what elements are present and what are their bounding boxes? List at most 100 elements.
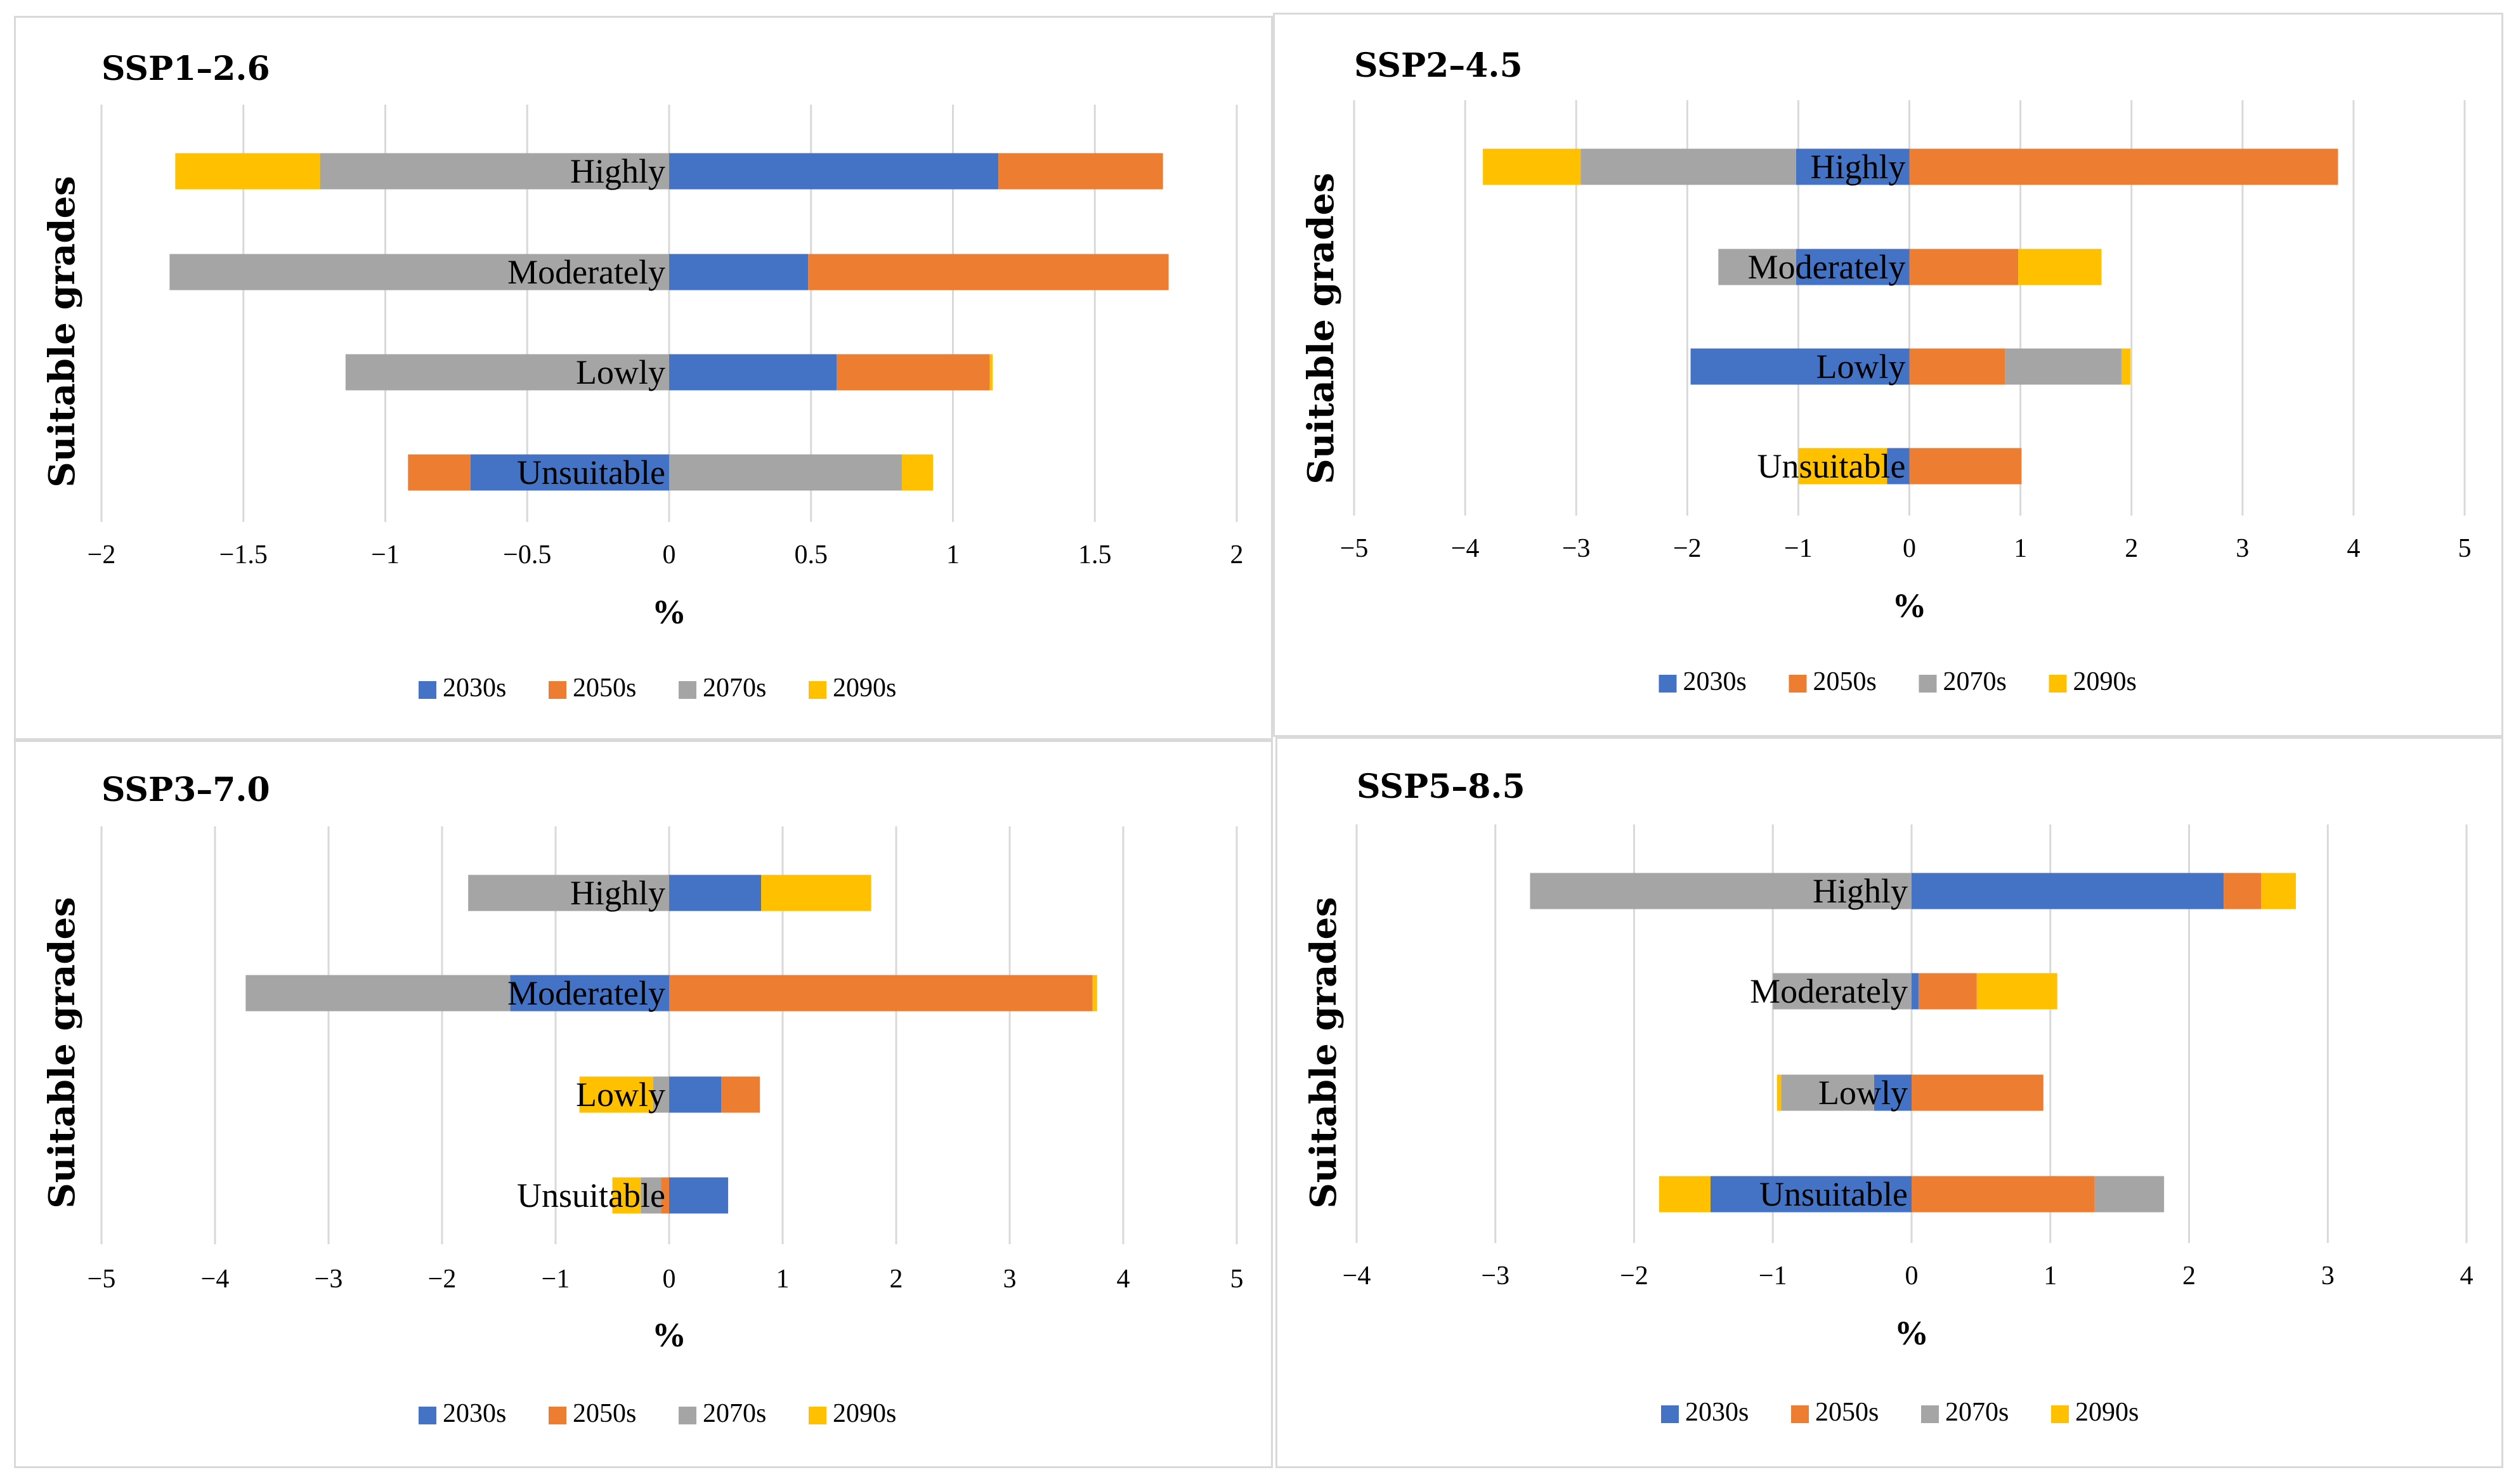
x-tick-label: 1: [946, 540, 960, 570]
bar-2090s-highly: [175, 153, 320, 190]
bar-2090s-lowly: [989, 354, 993, 391]
legend-label: 2050s: [573, 674, 636, 703]
bar-2090s-unsuitable: [612, 1177, 641, 1214]
legend-swatch-2030s: [419, 1407, 436, 1424]
bar-2050s-lowly: [837, 354, 990, 391]
bar-2090s-lowly: [579, 1076, 653, 1113]
bar-2030s-unsuitable: [669, 1177, 729, 1214]
bar-2090s-unsuitable: [901, 454, 934, 491]
chart-title: SSP2–4.5: [1354, 46, 1523, 85]
chart-panel-ssp1: SSP1–2.6 −2 −1.5 −1 −0.5 0 0.5 1 1.5 2 Highly Mode…: [14, 16, 1273, 740]
legend-label: 2090s: [833, 674, 896, 703]
category-label: Moderately: [507, 974, 665, 1012]
bar-2030s-moderately: [1796, 249, 1910, 285]
x-tick-label: 0: [663, 1265, 676, 1294]
x-tick-label: −5: [1340, 534, 1369, 563]
legend-label: 2030s: [1685, 1398, 1749, 1427]
bar-2050s-lowly: [721, 1076, 760, 1113]
x-tick-label: 0: [1905, 1261, 1919, 1291]
legend-swatch-2030s: [1659, 675, 1677, 693]
bar-2090s-unsuitable: [1659, 1176, 1711, 1213]
bar-2070s-lowly: [2005, 348, 2122, 385]
legend-label: 2090s: [2073, 667, 2137, 696]
bar-2090s-moderately: [1976, 973, 2057, 1010]
y-axis-label: Suitable grades: [1300, 172, 1342, 484]
legend-swatch-2050s: [549, 681, 566, 699]
x-tick-label: −2: [88, 540, 116, 570]
x-tick-label: 3: [1003, 1265, 1017, 1294]
bar-2050s-moderately: [1909, 249, 2019, 285]
legend-label: 2070s: [1945, 1398, 2009, 1427]
legend-swatch-2090s: [809, 681, 826, 699]
x-tick-label: −3: [1481, 1261, 1509, 1291]
bar-2090s-unsuitable: [1798, 448, 1887, 485]
x-tick-label: 1.5: [1078, 540, 1112, 570]
legend-swatch-2090s: [2051, 1405, 2069, 1423]
legend-swatch-2050s: [1791, 1405, 1809, 1423]
x-tick-label: 0.5: [795, 540, 828, 570]
x-tick-label: −2: [1673, 534, 1702, 563]
legend-swatch-2030s: [419, 681, 436, 699]
x-tick-label: 1: [776, 1265, 790, 1294]
chart-panel-ssp5: SSP5–8.5 −4 −3 −2 −1 0 1 2 3 4 Highly Moderately Lo…: [1275, 737, 2503, 1468]
category-label: Unsuitable: [517, 1176, 665, 1214]
bar-2090s-moderately: [1092, 975, 1097, 1012]
legend-label: 2050s: [1813, 667, 1877, 696]
bar-2090s-highly: [760, 875, 871, 911]
bar-2050s-unsuitable: [408, 454, 471, 491]
chart-panel-ssp2: SSP2–4.5 −5 −4 −3 −2 −1 0 1 2 3 4 5 Highly Moderatel…: [1273, 13, 2503, 737]
bar-2070s-unsuitable: [2094, 1176, 2165, 1213]
legend-swatch-2050s: [549, 1407, 566, 1424]
chart-svg: −5 −4 −3 −2 −1 0 1 2 3 4 5 Highly Moderately Lowly Uns…: [41, 826, 1244, 1428]
bar-2070s-moderately: [245, 975, 511, 1012]
bar-2030s-lowly: [669, 1076, 722, 1113]
category-label: Highly: [1813, 872, 1908, 910]
category-label: Moderately: [1748, 248, 1906, 286]
bar-2030s-moderately: [669, 254, 809, 290]
x-tick-label: 1: [2014, 534, 2027, 563]
bar-2030s-lowly: [1690, 348, 1910, 385]
x-tick-label: −3: [315, 1265, 343, 1294]
legend-swatch-2070s: [679, 1407, 696, 1424]
legend-label: 2050s: [1815, 1398, 1879, 1427]
legend-label: 2050s: [573, 1399, 636, 1428]
x-tick-label: −5: [88, 1265, 116, 1294]
bar-2030s-unsuitable: [1710, 1176, 1912, 1213]
bar-2050s-moderately: [1918, 973, 1977, 1010]
bar-2070s-unsuitable: [669, 454, 902, 491]
bar-2050s-lowly: [1912, 1074, 2043, 1111]
bar-2070s-lowly: [345, 354, 669, 391]
x-tick-label: −1.5: [219, 540, 268, 570]
bar-2050s-unsuitable: [1909, 448, 2022, 485]
y-axis-label: Suitable grades: [41, 176, 83, 487]
bar-2030s-lowly: [669, 354, 837, 391]
category-label: Highly: [1810, 148, 1905, 186]
x-tick-label: 3: [2321, 1261, 2335, 1291]
x-axis-label: %: [1894, 1314, 1929, 1352]
legend-label: 2070s: [703, 1399, 766, 1428]
chart-svg: −4 −3 −2 −1 0 1 2 3 4 Highly Moderately Lowly Unsuit…: [1303, 824, 2474, 1427]
bar-2070s-highly: [468, 875, 669, 911]
bar-2050s-highly: [2224, 873, 2262, 909]
bar-2030s-unsuitable: [1887, 448, 1910, 485]
bar-2050s-moderately: [808, 254, 1169, 290]
legend-swatch-2090s: [2049, 675, 2067, 693]
bar-2070s-highly: [1581, 148, 1796, 185]
x-tick-label: −3: [1562, 534, 1591, 563]
chart-title: SSP5–8.5: [1357, 767, 1525, 806]
y-axis-label: Suitable grades: [41, 897, 83, 1208]
category-label: Lowly: [576, 1076, 665, 1114]
legend-label: 2070s: [1943, 667, 2007, 696]
bar-2050s-unsuitable: [661, 1177, 669, 1214]
bar-2050s-highly: [1909, 148, 2338, 185]
chart-title: SSP1–2.6: [101, 49, 270, 88]
x-tick-label: 5: [2458, 534, 2472, 563]
legend-label: 2090s: [833, 1399, 896, 1428]
x-tick-label: 2: [890, 1265, 903, 1294]
x-tick-label: −2: [1620, 1261, 1648, 1291]
x-tick-label: 4: [2460, 1261, 2474, 1291]
x-tick-label: 4: [1117, 1265, 1130, 1294]
x-tick-label: −1: [371, 540, 400, 570]
legend-swatch-2070s: [679, 681, 696, 699]
bar-2070s-lowly: [653, 1076, 669, 1113]
